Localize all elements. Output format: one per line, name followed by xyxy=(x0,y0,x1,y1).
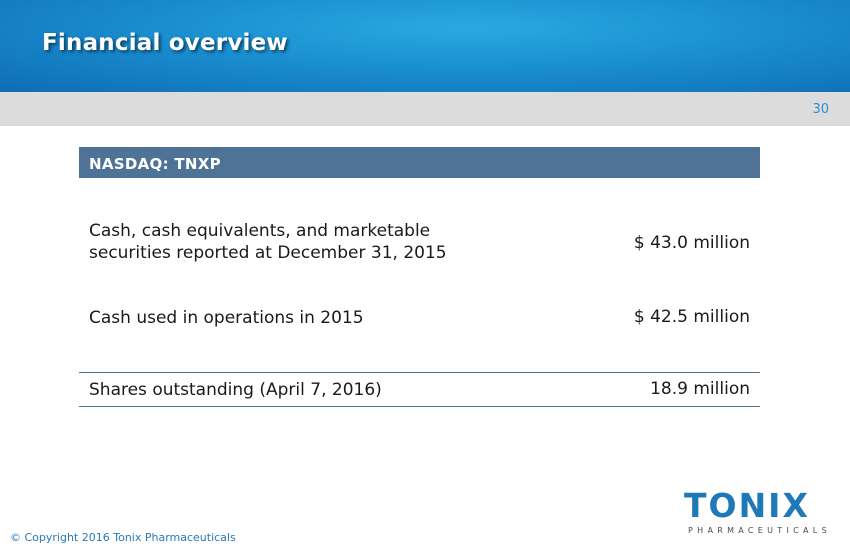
row-value-cash: $ 43.0 million xyxy=(633,233,750,253)
row-label-shares: Shares outstanding (April 7, 2016) xyxy=(89,380,382,400)
company-logo: TONIX PHARMACEUTICALS xyxy=(684,488,829,540)
table-heading: NASDAQ: TNXP xyxy=(79,147,760,178)
page-number: 30 xyxy=(812,102,829,117)
copyright-notice: © Copyright 2016 Tonix Pharmaceuticals xyxy=(10,531,236,544)
row-value-shares: 18.9 million xyxy=(650,379,750,399)
row-label-cash-line2: securities reported at December 31, 2015 xyxy=(89,243,447,263)
row-value-operations: $ 42.5 million xyxy=(633,307,750,327)
header-banner: Financial overview xyxy=(0,0,850,92)
slide-title: Financial overview xyxy=(42,30,288,56)
sub-header-bar xyxy=(0,92,850,126)
row-label-cash-line1: Cash, cash equivalents, and marketable xyxy=(89,221,431,241)
logo-tagline: PHARMACEUTICALS xyxy=(688,526,831,535)
logo-wordmark: TONIX xyxy=(684,486,810,525)
row-label-cash: Cash, cash equivalents, and marketable s… xyxy=(89,220,447,264)
table-heading-label: NASDAQ: TNXP xyxy=(89,155,221,173)
table-rule-bottom xyxy=(79,406,760,407)
row-label-operations: Cash used in operations in 2015 xyxy=(89,308,364,328)
table-rule-top xyxy=(79,372,760,373)
